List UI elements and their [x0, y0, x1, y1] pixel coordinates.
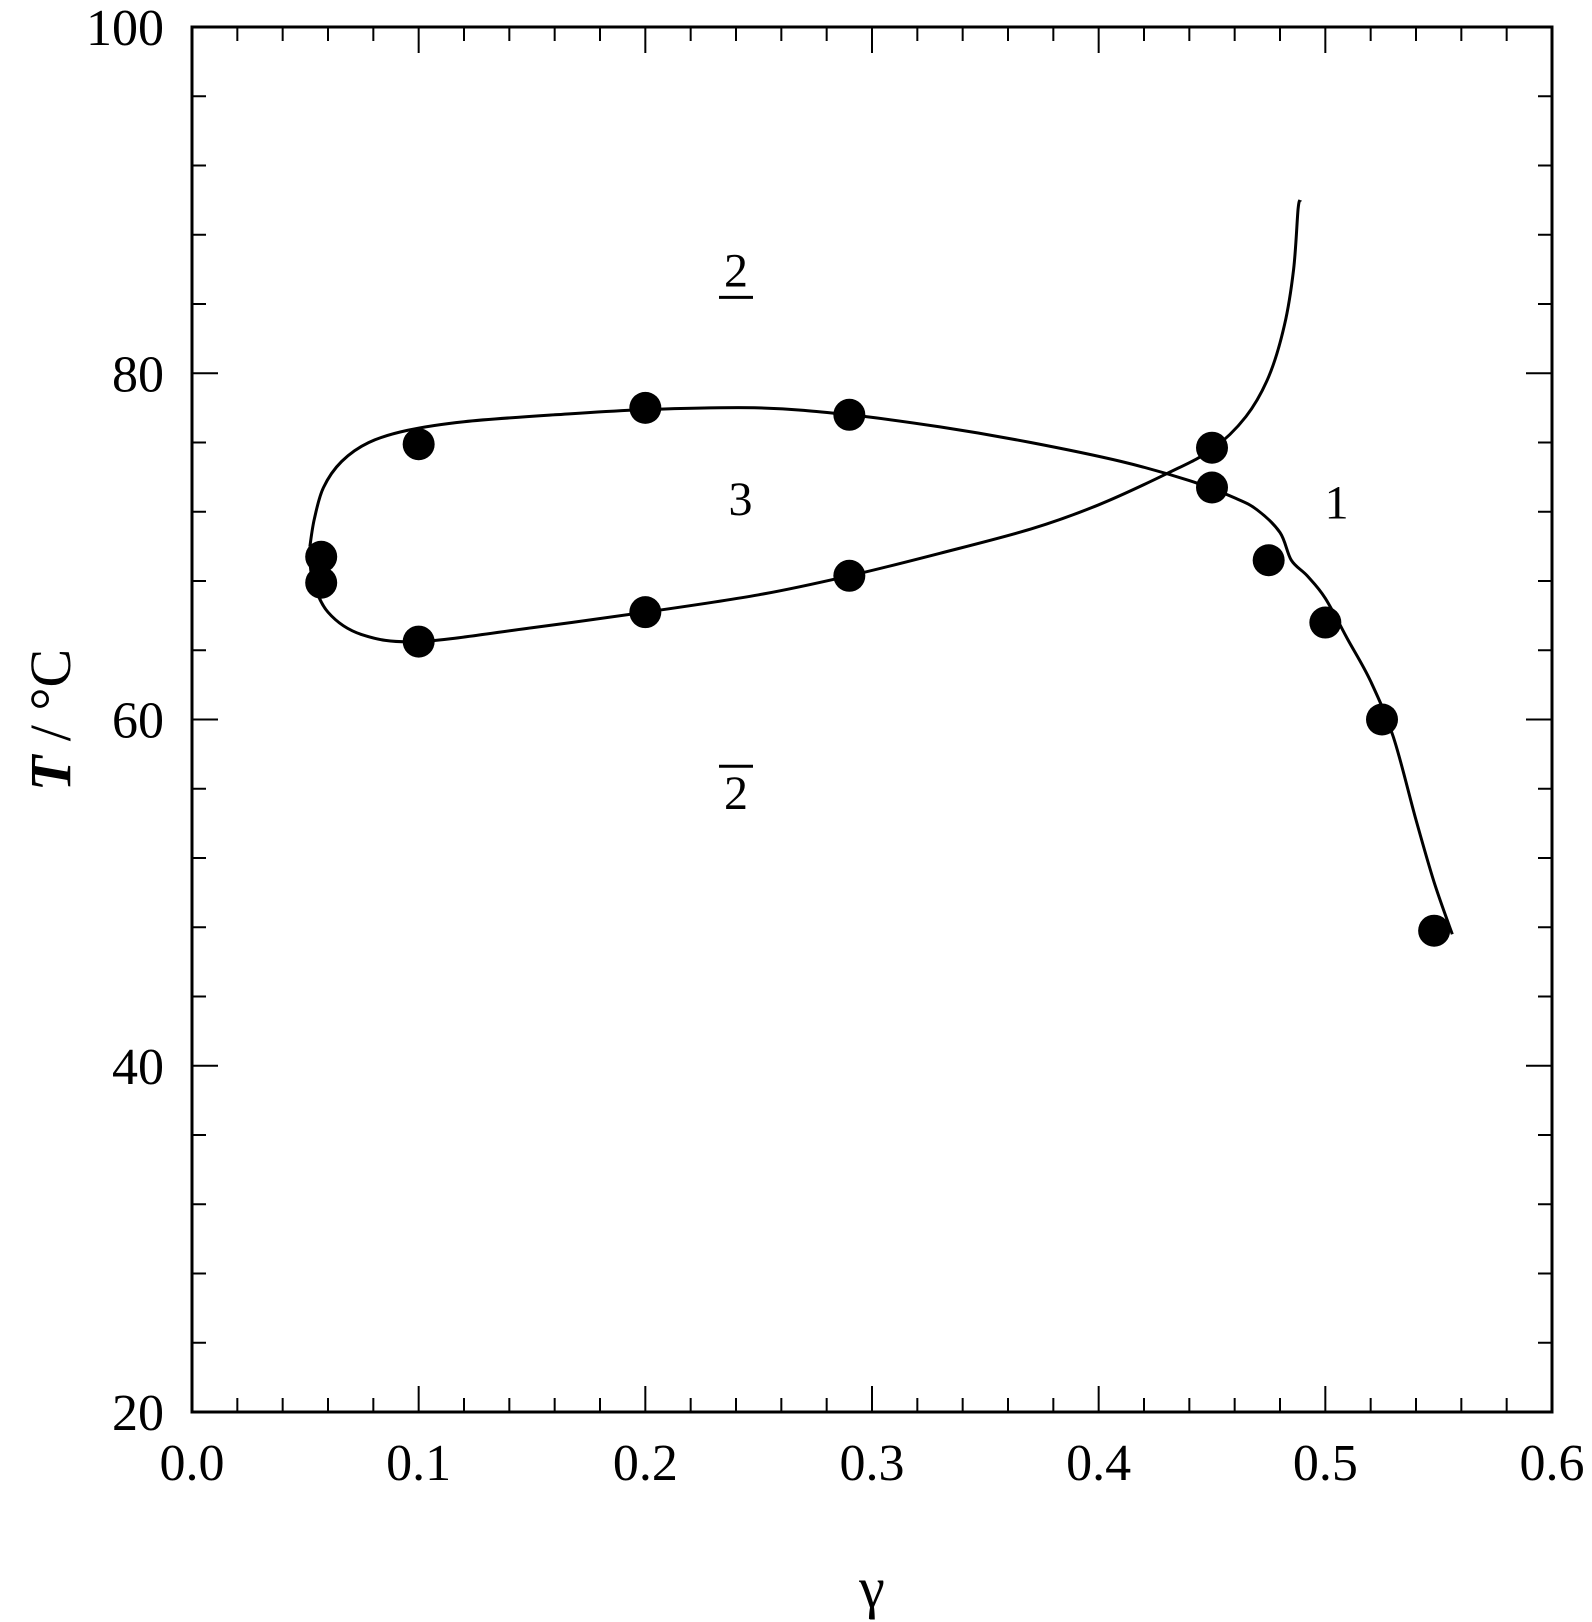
x-tick-label: 0.0 [160, 1435, 225, 1492]
data-point [1418, 914, 1451, 947]
data-point [1252, 544, 1285, 577]
y-axis-title-unit: / °C [18, 649, 83, 756]
x-tick-label: 0.5 [1293, 1435, 1358, 1492]
data-point [402, 428, 435, 461]
x-tick-label: 0.1 [386, 1435, 451, 1492]
region-label: 3 [729, 473, 753, 526]
x-tick-label: 0.4 [1066, 1435, 1131, 1492]
curves [308, 198, 1454, 935]
region-label: 2 [724, 767, 748, 820]
data-point [833, 559, 866, 592]
tick-labels: 0.0 0.1 0.2 0.3 0.4 0.5 0.6 20 40 60 80 100 [86, 0, 1585, 1492]
region-label: 2 [724, 244, 748, 297]
y-tick-label: 20 [112, 1385, 164, 1442]
data-point [833, 398, 866, 431]
phase-boundary-curve-2 [308, 198, 1302, 644]
y-tick-label: 40 [112, 1039, 164, 1096]
data-point [629, 596, 662, 629]
axis-ticks [191, 26, 1553, 1413]
data-point [629, 391, 662, 424]
y-axis-title-variable: T [18, 753, 83, 791]
y-tick-label: 100 [86, 0, 164, 57]
y-tick-label: 80 [112, 346, 164, 403]
data-point [1196, 431, 1228, 464]
region-label: 1 [1325, 476, 1349, 529]
data-point [402, 625, 435, 658]
x-tick-label: 0.6 [1520, 1435, 1585, 1492]
x-tick-label: 0.2 [613, 1435, 678, 1492]
x-tick-label: 0.3 [840, 1435, 905, 1492]
y-tick-label: 60 [112, 693, 164, 750]
data-point [1366, 703, 1398, 736]
data-point [305, 540, 338, 573]
data-point [305, 566, 338, 599]
x-axis-title: γ [858, 1555, 885, 1620]
plot-frame [190, 25, 1554, 1414]
y-axis-title: T / °C [18, 649, 83, 791]
data-point [1196, 471, 1228, 504]
region-labels: 2 3 1 2 [719, 244, 1349, 820]
data-points [305, 391, 1451, 947]
phase-boundary-curve-1 [308, 406, 1454, 935]
data-point [1309, 606, 1342, 639]
